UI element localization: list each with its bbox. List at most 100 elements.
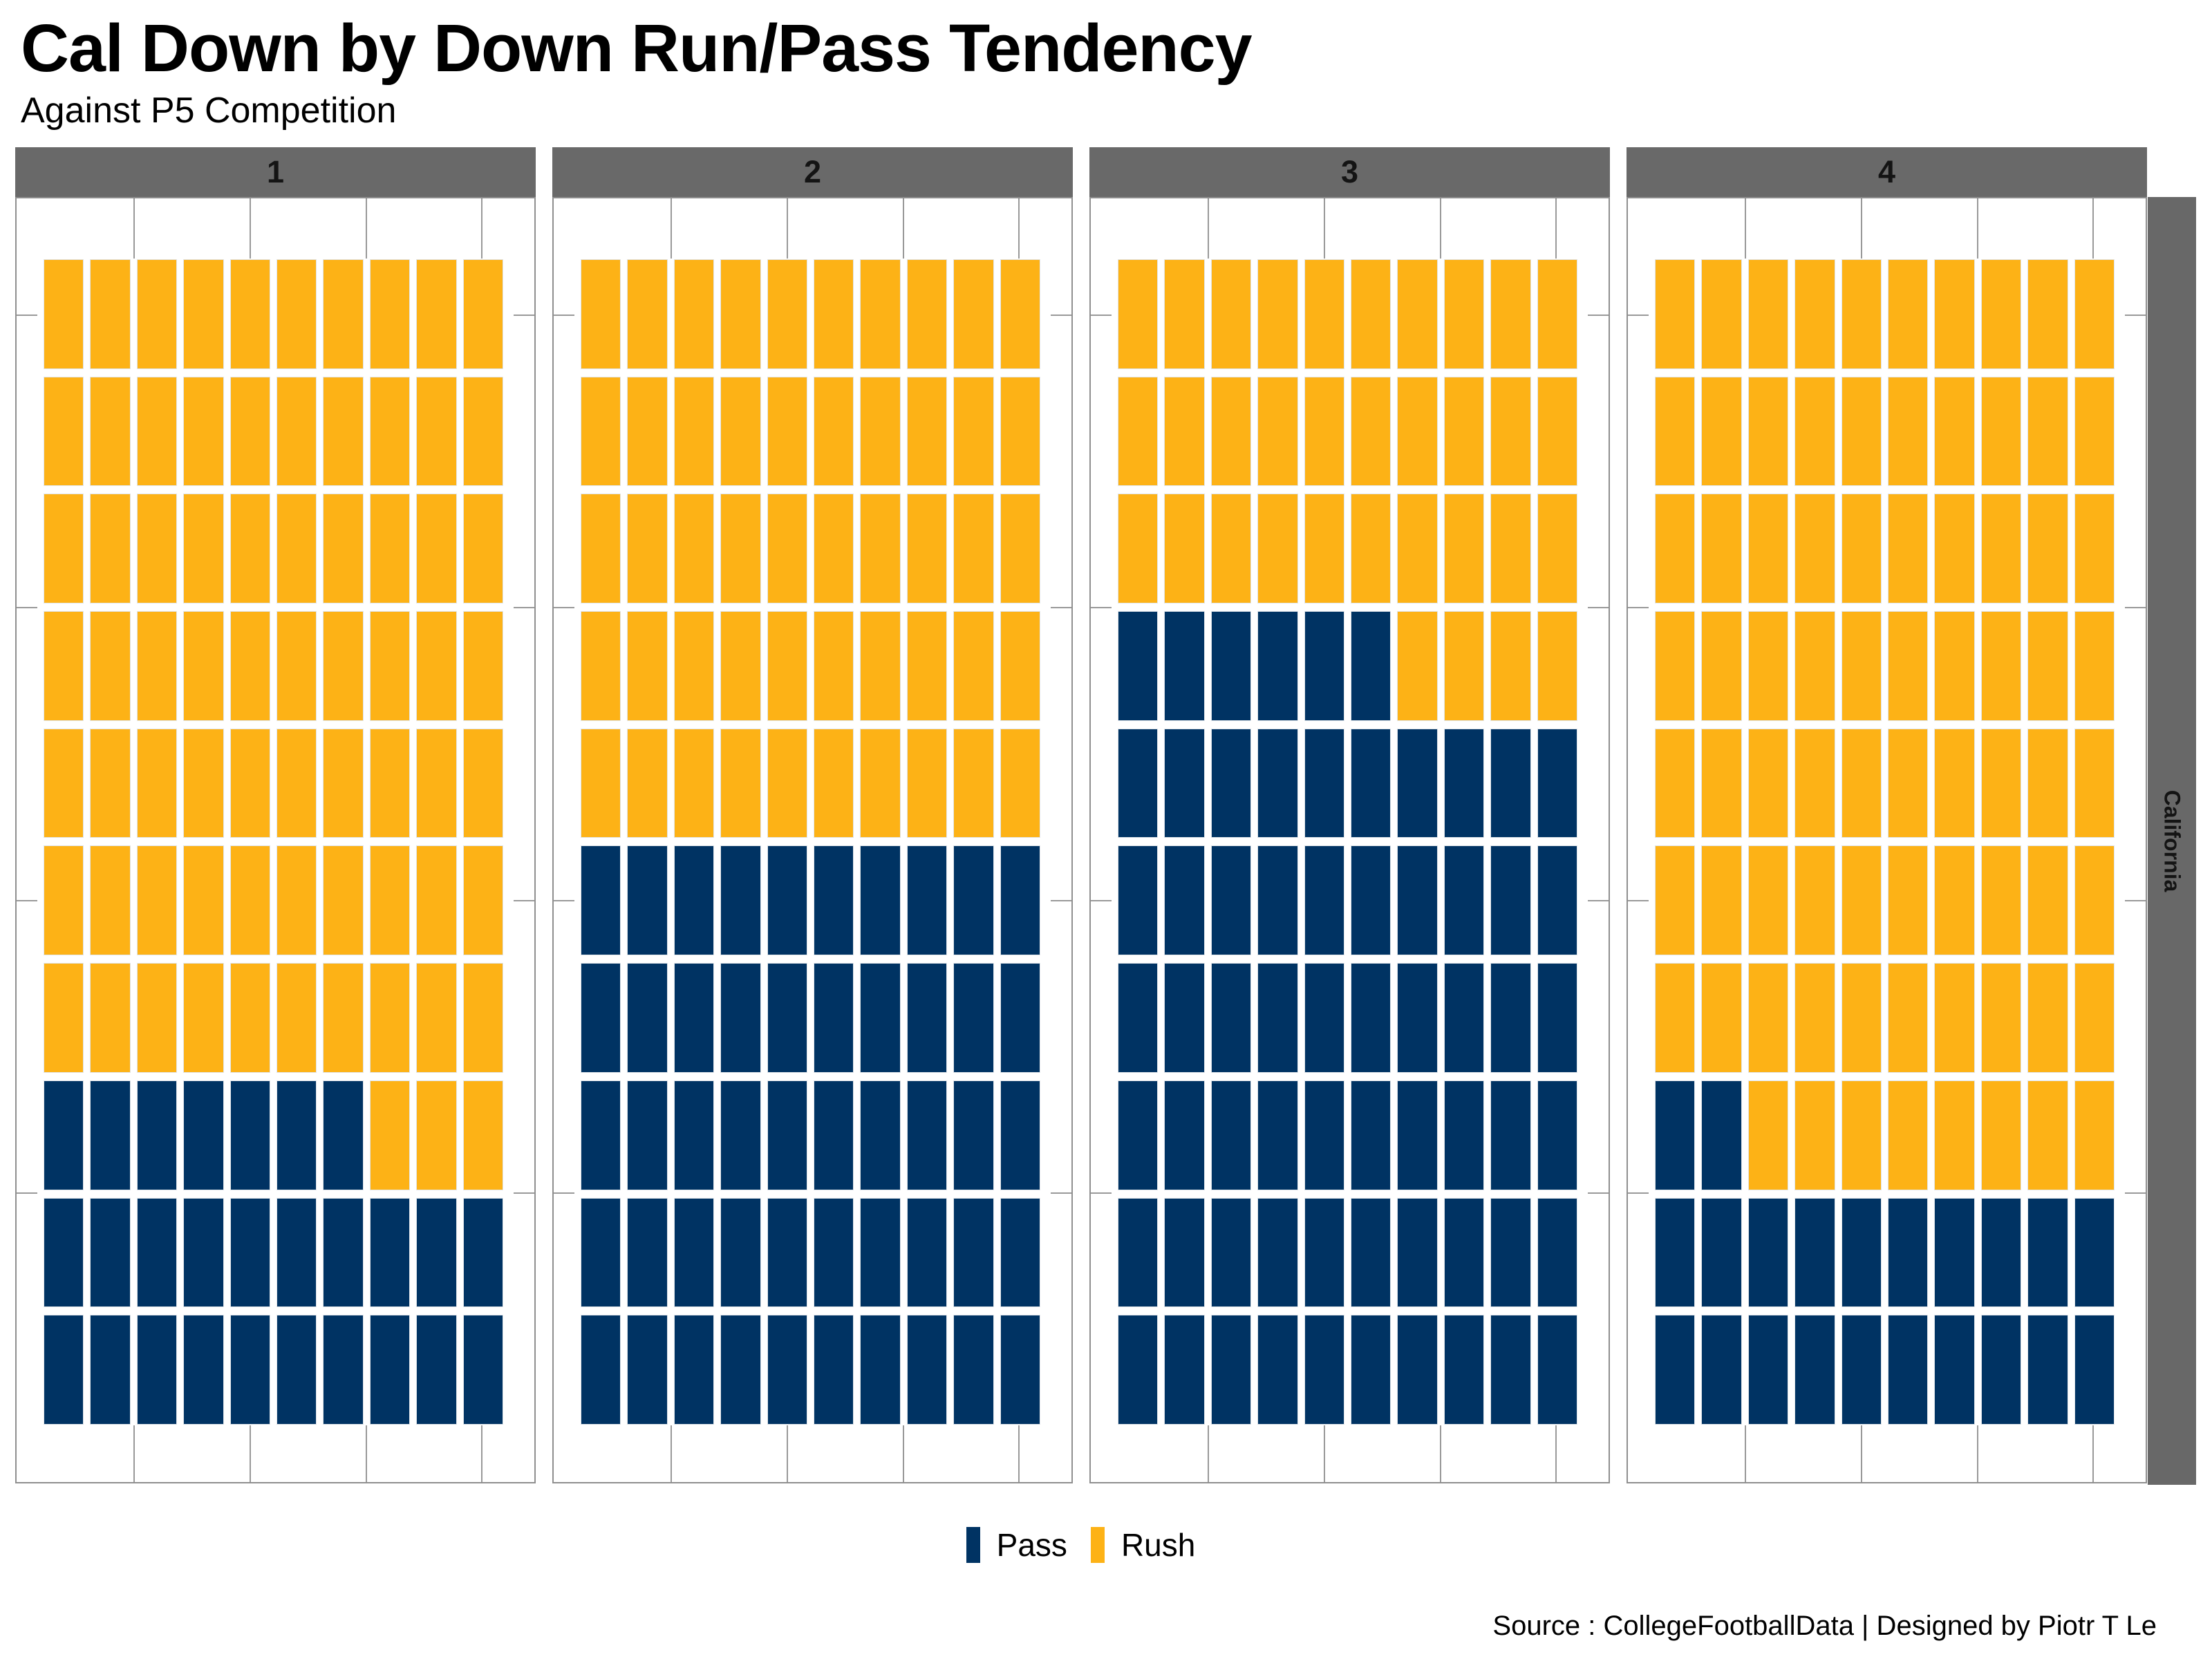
waffle-tile-rush [230,377,270,486]
waffle-tile-rush [1935,846,1974,955]
waffle-tile-pass [628,1315,667,1424]
legend-item-rush: Rush [1090,1526,1195,1564]
waffle-tile-rush [1981,377,2021,486]
waffle-tile-pass [1351,1315,1391,1424]
waffle-tile-pass [1118,1080,1158,1190]
gridline-x-3 [1976,1425,1978,1482]
gridline-x-3 [1439,198,1441,259]
waffle-tile-rush [1795,846,1835,955]
waffle-tile-rush [1656,964,1695,1072]
waffle-tile-rush [1000,729,1040,838]
waffle-tile-pass [907,964,947,1072]
waffle-tile-rush [324,964,363,1072]
waffle-tile-rush [1748,964,1788,1072]
waffle-tile-pass [1118,846,1158,955]
waffle-tile-rush [1702,846,1741,955]
waffle-tile-rush [814,612,854,720]
waffle-tile-pass [1888,1315,1928,1424]
waffle-tile-pass [1491,1315,1530,1424]
gridline-y-1 [514,314,534,316]
waffle-tile-rush [581,260,621,368]
waffle-tile-rush [44,729,84,838]
waffle-tile-pass [230,1315,270,1424]
gridline-x-3 [365,198,367,259]
waffle-tile-pass [277,1315,317,1424]
waffle-tile-pass [2028,1198,2068,1307]
waffle-tile-rush [1795,1080,1835,1190]
waffle-tile-rush [1491,612,1530,720]
gridline-y-1 [17,314,37,316]
gridline-y-2 [2125,607,2146,609]
waffle-tile-rush [1935,377,1974,486]
gridline-x-3 [1439,1425,1441,1482]
waffle-tile-pass [1491,729,1530,838]
waffle-tile-rush [1165,494,1204,603]
waffle-tile-rush [1935,1080,1974,1190]
waffle-tile-pass [1398,729,1437,838]
waffle-tile-pass [1748,1315,1788,1424]
waffle-tile-pass [907,1315,947,1424]
waffle-tile-rush [1748,1080,1788,1190]
waffle-tile-pass [814,964,854,1072]
waffle-tile-rush [417,729,456,838]
waffle-tile-rush [954,494,993,603]
waffle-tile-pass [1537,846,1577,955]
waffle-tile-pass [581,846,621,955]
gridline-x-2 [1323,198,1325,259]
gridline-y-3 [1628,899,1649,901]
waffle-grid-4 [1656,260,2114,1424]
waffle-tile-pass [814,1315,854,1424]
gridline-x-4 [481,1425,483,1482]
waffle-tile-rush [137,729,177,838]
waffle-tile-pass [1304,1080,1344,1190]
facet-panel-4 [1627,197,2147,1483]
gridline-y-1 [1588,314,1609,316]
waffle-tile-pass [1304,1315,1344,1424]
facet-column-2: 2 [552,147,1073,1483]
waffle-tile-rush [2028,377,2068,486]
waffle-tile-pass [954,1080,993,1190]
waffle-tile-rush [628,494,667,603]
waffle-grid-3 [1118,260,1577,1424]
waffle-tile-rush [1935,494,1974,603]
waffle-tile-rush [1444,260,1484,368]
waffle-tile-pass [1444,964,1484,1072]
waffle-tile-rush [1888,964,1928,1072]
waffle-tile-pass [1398,1198,1437,1307]
waffle-tile-rush [907,377,947,486]
gridline-y-3 [1091,899,1112,901]
waffle-tile-pass [861,1080,900,1190]
waffle-tile-pass [1351,612,1391,720]
waffle-tile-pass [91,1315,130,1424]
gridline-y-3 [1588,899,1609,901]
waffle-tile-rush [907,729,947,838]
waffle-tile-rush [674,260,714,368]
waffle-tile-rush [417,260,456,368]
waffle-tile-pass [1398,1315,1437,1424]
waffle-tile-pass [1702,1080,1741,1190]
waffle-tile-pass [581,1198,621,1307]
waffle-tile-rush [628,729,667,838]
facet-header-4: 4 [1627,147,2147,197]
waffle-tile-rush [324,494,363,603]
waffle-tile-rush [44,612,84,720]
gridline-x-4 [1018,198,1020,259]
gridline-x-1 [133,198,135,259]
waffle-tile-rush [370,612,410,720]
waffle-tile-pass [1656,1080,1695,1190]
waffle-tile-rush [1656,612,1695,720]
waffle-tile-rush [1656,260,1695,368]
waffle-tile-rush [370,964,410,1072]
waffle-tile-pass [674,1080,714,1190]
waffle-tile-rush [581,377,621,486]
waffle-tile-pass [1841,1198,1881,1307]
waffle-tile-rush [1444,494,1484,603]
gridline-y-1 [2125,314,2146,316]
waffle-tile-pass [814,846,854,955]
waffle-tile-pass [1165,1198,1204,1307]
waffle-tile-rush [44,846,84,955]
waffle-tile-pass [1258,1198,1297,1307]
waffle-tile-rush [674,612,714,720]
waffle-tile-rush [370,846,410,955]
waffle-tile-rush [1000,377,1040,486]
